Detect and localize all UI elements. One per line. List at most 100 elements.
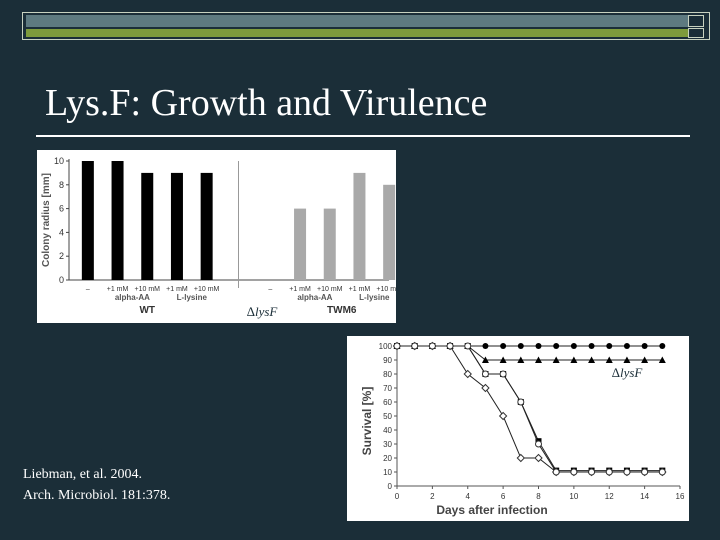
bar-category-label: +10 mM: [135, 286, 161, 293]
line-y-tick-label: 40: [383, 426, 392, 435]
series-point-open-circle: [393, 342, 401, 350]
line-x-tick-label: 12: [605, 492, 614, 501]
bar-strain-label-twm6: TWM6: [327, 305, 357, 316]
bar-y-tick-label: 10: [54, 156, 64, 166]
series-point-filled-triangle: [623, 356, 631, 363]
series-point-filled-circle: [606, 343, 613, 349]
series-point-open-circle: [552, 468, 560, 476]
citation: Liebman, et al. 2004. Arch. Microbiol. 1…: [23, 464, 170, 506]
series-point-filled-triangle: [570, 356, 578, 363]
series-point-filled-circle: [535, 343, 542, 349]
slide-header-bar: [22, 12, 710, 40]
series-point-open-circle: [517, 398, 525, 406]
series-point-filled-circle: [553, 343, 560, 349]
series-point-filled-triangle: [499, 356, 507, 363]
header-stripe-gray: [26, 15, 688, 27]
line-y-tick-label: 100: [379, 342, 393, 351]
series-point-open-circle: [428, 342, 436, 350]
line-y-tick-label: 90: [383, 356, 392, 365]
series-point-filled-circle: [641, 343, 648, 349]
series-point-open-circle: [588, 468, 596, 476]
bar-category-label: +1 mM: [166, 286, 188, 293]
line-y-tick-label: 20: [383, 454, 392, 463]
bar-category-label: +1 mM: [107, 286, 129, 293]
bar-category-label: +1 mM: [349, 286, 371, 293]
header-square-bottom: [688, 28, 704, 38]
series-point-open-circle: [411, 342, 419, 350]
bar-y-tick-label: 6: [59, 204, 64, 214]
bar-chart-lysf-label: ∆lysF: [247, 304, 278, 319]
series-point-filled-triangle: [517, 356, 525, 363]
line-y-tick-label: 30: [383, 440, 392, 449]
line-x-tick-label: 2: [430, 492, 435, 501]
series-point-open-diamond: [534, 453, 543, 463]
citation-authors: Liebman, et al. 2004.: [23, 467, 142, 482]
bar-strain-label-wt: WT: [139, 305, 155, 316]
series-point-open-circle: [605, 468, 613, 476]
series-point-open-circle: [446, 342, 454, 350]
line-y-tick-label: 0: [388, 482, 393, 491]
series-point-open-diamond: [463, 369, 472, 379]
series-point-filled-circle: [570, 343, 577, 349]
bar-y-tick-label: 8: [59, 180, 64, 190]
bar: [111, 161, 124, 280]
line-x-tick-label: 14: [640, 492, 649, 501]
bar-y-tick-label: 0: [59, 275, 64, 285]
series-point-filled-triangle: [658, 356, 666, 363]
bar-y-axis-label: Colony radius [mm]: [41, 173, 52, 267]
series-point-open-diamond: [498, 411, 508, 421]
survival-series-line: [397, 345, 663, 361]
line-x-axis-label: Days after infection: [436, 503, 547, 517]
series-point-filled-triangle: [481, 356, 489, 363]
line-y-tick-label: 80: [383, 370, 392, 379]
citation-journal: Arch. Microbiol. 181:378.: [23, 488, 171, 503]
bar-y-tick-label: 2: [59, 251, 64, 261]
line-y-axis-label: Survival [%]: [360, 387, 374, 456]
line-y-tick-label: 50: [383, 412, 392, 421]
bar-category-label: +10 mM: [376, 286, 396, 293]
line-y-tick-label: 60: [383, 398, 392, 407]
line-x-tick-label: 6: [501, 492, 506, 501]
series-point-open-circle: [499, 370, 507, 378]
bar-y-tick-label: 4: [59, 227, 64, 237]
line-y-tick-label: 10: [383, 468, 392, 477]
line-x-tick-label: 0: [395, 492, 400, 501]
series-point-filled-circle: [659, 343, 666, 349]
survival-line-chart: 0 10 20 30 40 50 60 70 80 90 100 0 2 4 6 8 10 12 14 16 Days …: [360, 341, 685, 517]
bar: [170, 172, 183, 280]
series-point-filled-circle: [623, 343, 630, 349]
series-point-open-diamond: [516, 453, 526, 463]
series-point-filled-triangle: [552, 356, 560, 363]
bar-category-label: +10 mM: [194, 286, 220, 293]
series-point-filled-triangle: [588, 356, 596, 363]
series-point-filled-circle: [500, 343, 507, 349]
bar-group-label: L-lysine: [359, 293, 390, 302]
series-point-open-circle: [641, 468, 649, 476]
series-point-filled-triangle: [605, 356, 613, 363]
series-point-filled-triangle: [641, 356, 649, 363]
series-point-open-circle: [481, 370, 489, 378]
line-y-tick-label: 70: [383, 384, 392, 393]
bar-category-label: +1 mM: [289, 286, 311, 293]
bar: [383, 184, 396, 280]
line-chart-lysf-label: ∆lysF: [612, 365, 643, 380]
bar-group-label: L-lysine: [177, 293, 208, 302]
survival-series-line: [397, 345, 663, 473]
series-point-filled-circle: [482, 343, 489, 349]
series-point-open-circle: [535, 440, 542, 448]
bar-category-label: +10 mM: [317, 286, 343, 293]
series-point-filled-triangle: [535, 356, 542, 363]
bar-category-label: –: [86, 286, 90, 293]
title-underline: [36, 135, 690, 137]
bar: [294, 208, 307, 280]
series-point-filled-circle: [517, 343, 524, 349]
line-x-tick-label: 10: [569, 492, 578, 501]
line-x-tick-label: 8: [536, 492, 541, 501]
line-x-tick-label: 4: [466, 492, 471, 501]
slide-title: Lys.F: Growth and Virulence: [45, 82, 488, 124]
survival-chart-panel: 0 10 20 30 40 50 60 70 80 90 100 0 2 4 6 8 10 12 14 16 Days …: [347, 336, 689, 521]
bar: [200, 172, 213, 280]
bar: [81, 161, 94, 280]
series-point-filled-circle: [588, 343, 595, 349]
